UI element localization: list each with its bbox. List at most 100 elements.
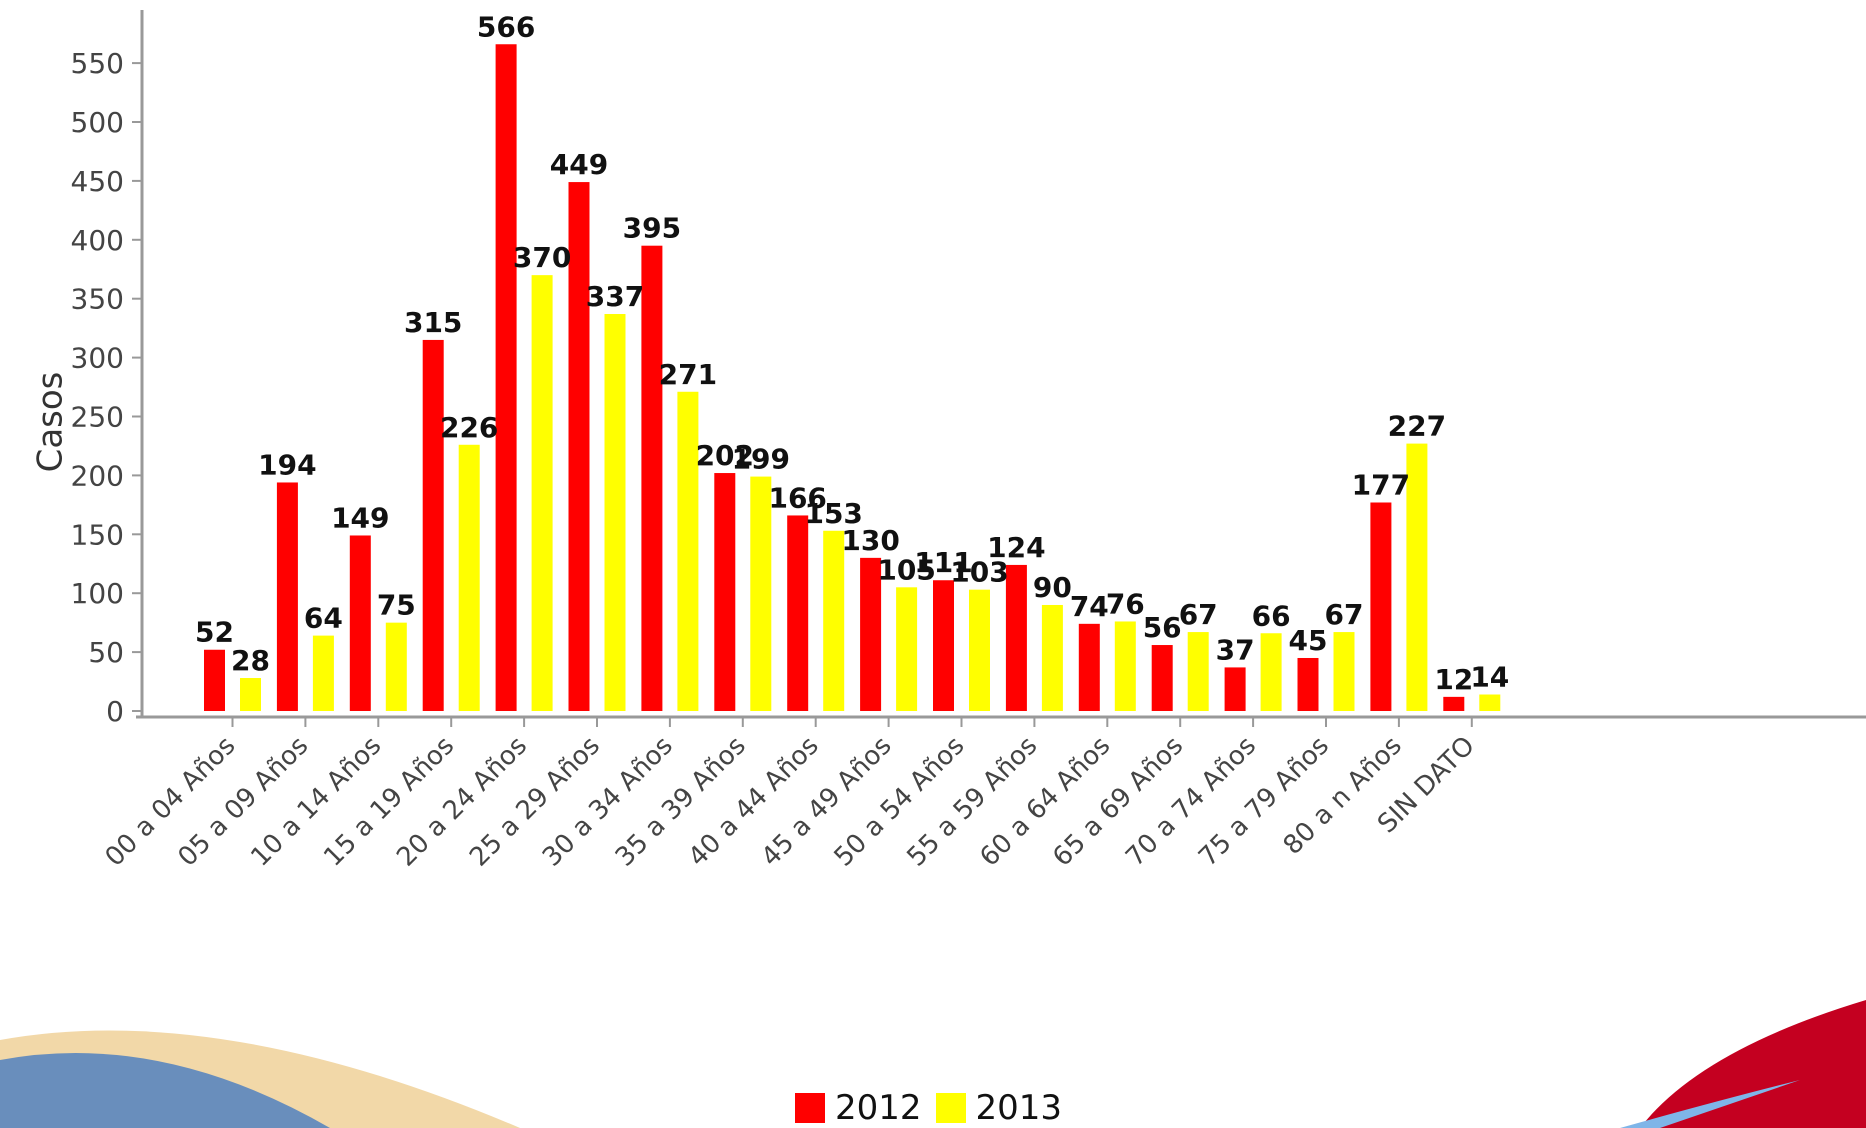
bar-2013 bbox=[385, 622, 407, 711]
x-tick-label: 65 a 69 Años bbox=[1047, 731, 1189, 873]
x-tick-label: 55 a 59 Años bbox=[901, 731, 1043, 873]
bar-2013 bbox=[1260, 633, 1282, 711]
x-tick-label: 60 a 64 Años bbox=[974, 731, 1116, 873]
y-tick-label: 250 bbox=[71, 401, 124, 434]
bar-2013 bbox=[458, 444, 480, 711]
x-tick-label: 45 a 49 Años bbox=[756, 731, 898, 873]
data-label: 202 bbox=[696, 439, 754, 472]
data-label: 105 bbox=[877, 553, 935, 586]
data-label: 90 bbox=[1033, 571, 1072, 604]
bar-2013 bbox=[969, 589, 990, 711]
x-tick-label: 70 a 74 Años bbox=[1120, 731, 1262, 873]
x-tick-label: 10 a 14 Años bbox=[245, 731, 387, 873]
x-tick-label: 20 a 24 Años bbox=[391, 731, 533, 873]
data-label: 199 bbox=[732, 443, 790, 476]
data-label: 64 bbox=[304, 602, 343, 635]
y-tick-label: 450 bbox=[71, 165, 124, 198]
decorative-swoosh-right bbox=[1640, 1000, 1866, 1128]
data-label: 28 bbox=[231, 644, 270, 677]
bar-2013 bbox=[312, 635, 334, 711]
bar-2013 bbox=[677, 391, 699, 711]
data-label: 76 bbox=[1106, 587, 1145, 620]
data-label: 74 bbox=[1070, 590, 1109, 623]
x-tick-label: 35 a 39 Años bbox=[610, 731, 752, 873]
bar-2013 bbox=[1406, 443, 1428, 711]
decorative-swoosh-right-blue bbox=[1620, 1080, 1800, 1128]
bar-2012 bbox=[1005, 564, 1027, 711]
x-tick-label: 25 a 29 Años bbox=[464, 731, 606, 873]
data-label: 337 bbox=[586, 280, 644, 313]
data-label: 271 bbox=[659, 358, 717, 391]
legend-swatch-2012 bbox=[795, 1093, 825, 1123]
decorative-swoosh-left-blue bbox=[0, 1052, 330, 1128]
data-label: 177 bbox=[1352, 468, 1410, 501]
y-axis-label: Casos bbox=[6, 372, 70, 473]
y-tick-label: 350 bbox=[71, 283, 124, 316]
bar-2013 bbox=[1479, 694, 1501, 711]
y-tick-label: 200 bbox=[71, 459, 124, 492]
data-label: 153 bbox=[804, 497, 862, 530]
data-label: 370 bbox=[513, 241, 571, 274]
x-tick-label: 40 a 44 Años bbox=[683, 731, 825, 873]
data-label: 395 bbox=[623, 212, 681, 245]
legend-item-2012: 2012 bbox=[795, 1088, 922, 1128]
bar-2012 bbox=[349, 535, 371, 711]
data-label: 103 bbox=[950, 556, 1008, 589]
x-tick-label: 05 a 09 Años bbox=[172, 731, 314, 873]
data-label: 315 bbox=[404, 306, 462, 339]
bar-2012 bbox=[714, 473, 736, 711]
y-tick-label: 0 bbox=[106, 695, 124, 728]
bar-2012 bbox=[933, 580, 954, 711]
y-tick-label: 50 bbox=[88, 636, 124, 669]
y-tick-label: 550 bbox=[71, 47, 124, 80]
data-label: 194 bbox=[258, 448, 316, 481]
data-label: 130 bbox=[841, 524, 899, 557]
bar-2013 bbox=[1041, 604, 1063, 711]
bar-2013 bbox=[240, 678, 261, 711]
data-label: 52 bbox=[195, 616, 234, 649]
bar-2013 bbox=[1333, 632, 1355, 711]
bar-2012 bbox=[422, 339, 444, 711]
data-label: 45 bbox=[1289, 624, 1328, 657]
data-label: 226 bbox=[440, 411, 498, 444]
y-tick-label: 400 bbox=[71, 224, 124, 257]
data-label: 67 bbox=[1179, 598, 1218, 631]
legend-swatch-2013 bbox=[935, 1093, 966, 1123]
y-tick-label: 150 bbox=[71, 518, 124, 551]
x-tick-label: 50 a 54 Años bbox=[829, 731, 971, 873]
bar-2013 bbox=[531, 275, 553, 711]
x-tick-label: 00 a 04 Años bbox=[100, 731, 242, 873]
bar-2012 bbox=[1297, 657, 1319, 711]
data-label: 111 bbox=[914, 546, 972, 579]
bar-2013 bbox=[750, 476, 772, 711]
x-tick-label: 15 a 19 Años bbox=[318, 731, 460, 873]
data-label: 14 bbox=[1470, 661, 1509, 694]
bar-2012 bbox=[787, 515, 809, 711]
bar-2012 bbox=[1443, 696, 1465, 711]
data-label: 56 bbox=[1143, 611, 1182, 644]
y-axis-title: Casos bbox=[30, 371, 71, 473]
bar-2012 bbox=[1224, 667, 1246, 711]
data-label: 166 bbox=[768, 481, 826, 514]
data-label: 66 bbox=[1252, 599, 1291, 632]
bar-2012 bbox=[1078, 623, 1100, 711]
bar-2013 bbox=[604, 314, 626, 711]
data-label: 67 bbox=[1325, 598, 1364, 631]
data-label: 227 bbox=[1388, 410, 1446, 443]
data-label: 124 bbox=[987, 531, 1045, 564]
x-tick-label: 75 a 79 Años bbox=[1193, 731, 1335, 873]
y-tick-label: 300 bbox=[71, 342, 124, 375]
bar-2013 bbox=[823, 530, 845, 711]
y-tick-label: 100 bbox=[71, 577, 124, 610]
bar-2012 bbox=[1151, 645, 1173, 711]
bar-2012 bbox=[860, 557, 882, 711]
legend-item-2013: 2013 bbox=[935, 1088, 1063, 1128]
y-tick-label: 500 bbox=[71, 106, 124, 139]
data-label: 12 bbox=[1434, 663, 1473, 696]
bar-2013 bbox=[1114, 621, 1136, 711]
bar-2012 bbox=[204, 649, 225, 711]
data-label: 149 bbox=[331, 501, 389, 534]
legend-label-2013: 2013 bbox=[975, 1088, 1063, 1128]
